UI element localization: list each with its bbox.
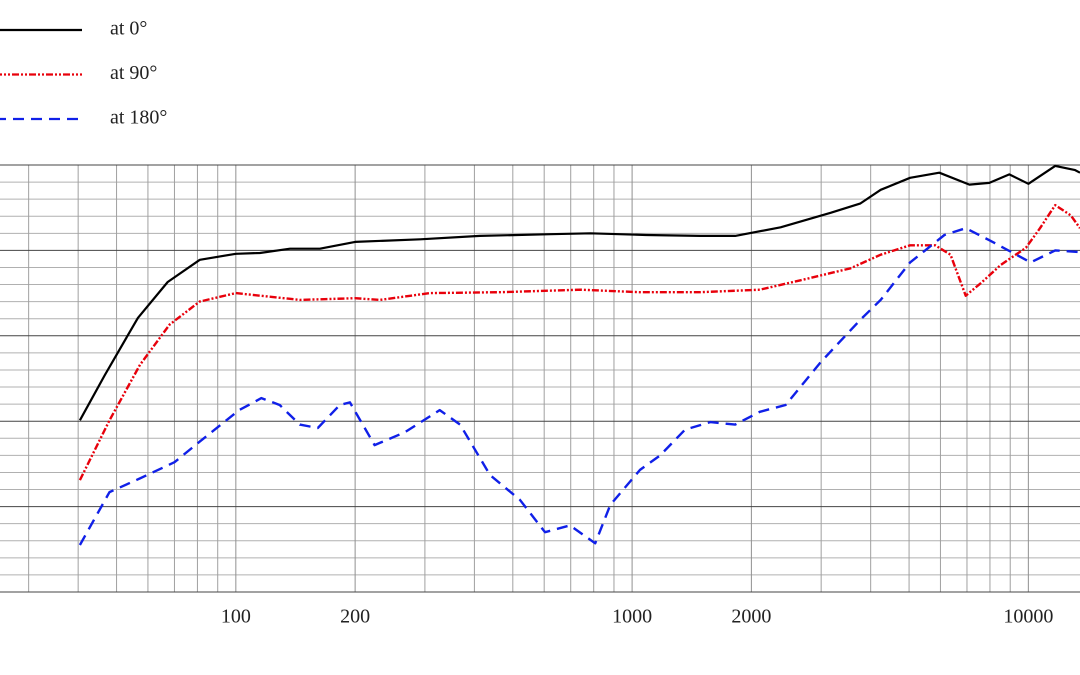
x-tick-label: 2000 (731, 606, 771, 628)
legend-label: at 90° (110, 62, 157, 84)
x-tick-label: 10000 (1003, 606, 1053, 628)
series-line (78, 164, 1080, 421)
x-tick-label: 1000 (612, 606, 652, 628)
x-tick-label: 200 (340, 606, 370, 628)
series-line (78, 227, 1080, 546)
legend-label: at 180° (110, 107, 167, 129)
x-tick-label: 100 (221, 606, 251, 628)
legend-label: at 0° (110, 18, 147, 40)
series-line (78, 203, 1080, 481)
